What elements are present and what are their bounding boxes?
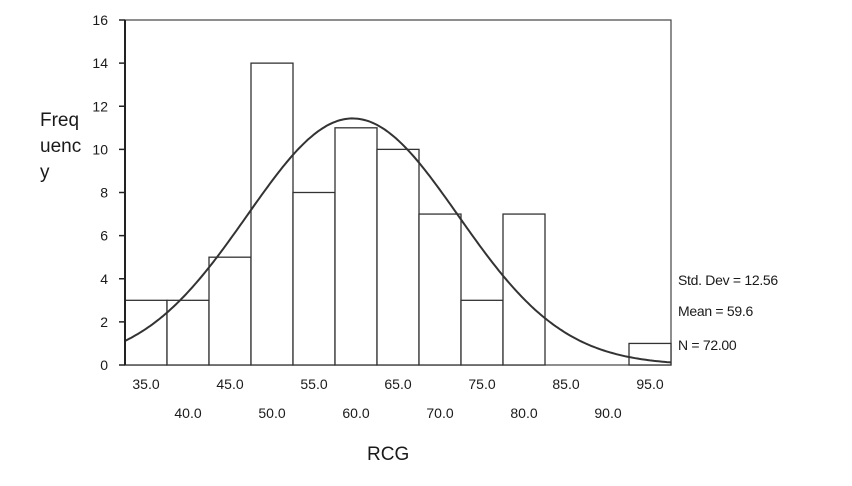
histogram-bar xyxy=(376,148,420,366)
y-tick-label: 8 xyxy=(100,185,108,201)
x-tick-label: 95.0 xyxy=(636,376,663,392)
x-tick-label: 45.0 xyxy=(216,376,243,392)
y-tick-label: 14 xyxy=(92,55,108,71)
histogram-bar xyxy=(334,127,378,366)
y-axis-title: Frequency xyxy=(40,110,82,183)
histogram-bar xyxy=(502,213,546,366)
x-tick-label: 90.0 xyxy=(594,405,621,421)
x-tick-label: 35.0 xyxy=(132,376,159,392)
histogram-bar xyxy=(124,299,168,366)
x-tick-label: 80.0 xyxy=(510,405,537,421)
bars-group xyxy=(124,62,672,366)
histogram-bar xyxy=(250,62,294,366)
std-dev-label: Std. Dev = 12.56 xyxy=(678,272,778,288)
y-tick-label: 16 xyxy=(92,12,108,28)
mean-label: Mean = 59.6 xyxy=(678,303,753,319)
y-tick-label: 0 xyxy=(100,357,108,373)
x-tick-label: 75.0 xyxy=(468,376,495,392)
histogram-bar xyxy=(166,299,210,366)
x-tick-label: 40.0 xyxy=(174,405,201,421)
histogram-bar xyxy=(292,191,336,366)
normal-curve xyxy=(124,117,672,364)
x-axis-title: RCG xyxy=(367,444,410,465)
y-tick-label: 10 xyxy=(92,141,108,157)
histogram-bar xyxy=(208,256,252,366)
x-tick-label: 60.0 xyxy=(342,405,369,421)
x-tick-label: 65.0 xyxy=(384,376,411,392)
x-ticks-group: 35.0 45.0 55.0 65.0 75.0 85.0 95.0 40.0 50.0 60.0… xyxy=(132,376,663,421)
histogram-bar xyxy=(460,299,504,366)
y-tick-label: 4 xyxy=(100,271,108,287)
y-tick-label: 2 xyxy=(100,314,108,330)
histogram-bar xyxy=(418,213,462,366)
x-tick-label: 70.0 xyxy=(426,405,453,421)
y-tick-label: 6 xyxy=(100,228,108,244)
y-tick-label: 12 xyxy=(92,98,108,114)
x-tick-label: 55.0 xyxy=(300,376,327,392)
x-tick-label: 85.0 xyxy=(552,376,579,392)
y-ticks-group: 0 2 4 6 8 10 12 14 16 xyxy=(92,12,125,373)
n-label: N = 72.00 xyxy=(678,337,737,353)
x-tick-label: 50.0 xyxy=(258,405,285,421)
